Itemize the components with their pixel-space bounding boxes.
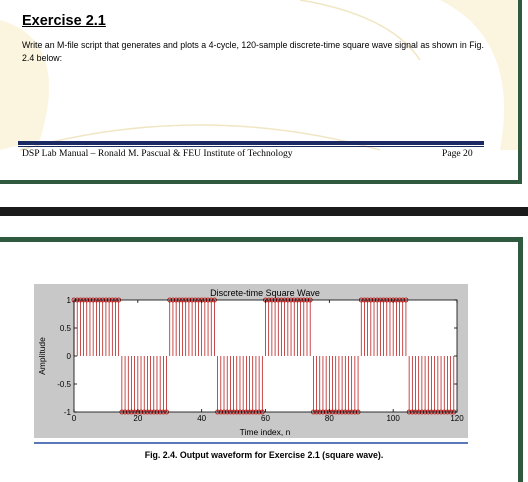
footer-manual-credit: DSP Lab Manual – Ronald M. Pascual & FEU… <box>22 148 293 159</box>
axis-ticks: 0 20 40 60 80 100 120 -1 -0.5 0 0.5 1 <box>57 296 464 423</box>
square-wave-chart: 0 20 40 60 80 100 120 -1 -0.5 0 0.5 1 Discrete-time… <box>34 284 468 438</box>
figure-2-4: 0 20 40 60 80 100 120 -1 -0.5 0 0.5 1 Discrete-time… <box>34 284 468 443</box>
y-tick-label: 0.5 <box>60 324 72 333</box>
y-axis-label: Amplitude <box>37 337 47 375</box>
y-tick-label: -1 <box>64 408 72 417</box>
chart-title: Discrete-time Square Wave <box>210 288 320 298</box>
x-tick-label: 100 <box>386 414 400 423</box>
footer-rule-thin <box>18 146 484 147</box>
figure-caption: Fig. 2.4. Output waveform for Exercise 2… <box>144 450 384 460</box>
x-tick-label: 0 <box>72 414 77 423</box>
exercise-instructions: Write an M-file script that generates an… <box>22 40 484 63</box>
footer-page-number: Page 20 <box>442 148 473 159</box>
x-tick-label: 120 <box>450 414 464 423</box>
y-tick-label: -0.5 <box>57 380 71 389</box>
footer-rule <box>18 141 484 145</box>
x-tick-label: 80 <box>325 414 334 423</box>
x-axis-label: Time index, n <box>240 427 291 437</box>
y-tick-label: 0 <box>67 352 72 361</box>
x-tick-label: 20 <box>133 414 142 423</box>
x-tick-label: 40 <box>197 414 206 423</box>
exercise-title: Exercise 2.1 <box>22 13 106 29</box>
figure-rule <box>34 442 468 444</box>
x-tick-label: 60 <box>261 414 270 423</box>
manual-page-top: Exercise 2.1 Write an M-file script that… <box>0 0 522 184</box>
y-tick-label: 1 <box>67 296 72 305</box>
page-watermark <box>0 0 518 151</box>
page-separator <box>0 207 528 216</box>
